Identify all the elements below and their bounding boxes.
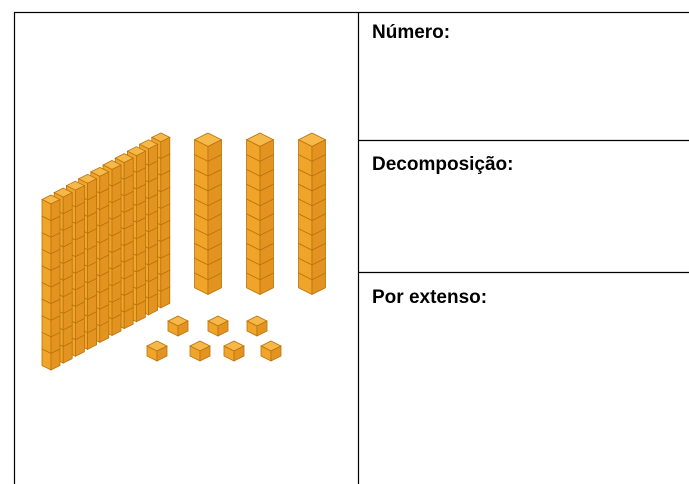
cube-face xyxy=(123,157,134,180)
cube-face xyxy=(217,320,229,337)
cube-face xyxy=(75,185,85,208)
cube-face xyxy=(233,345,245,362)
cube-face xyxy=(156,345,168,362)
cube-face xyxy=(270,345,282,362)
row-label: Número: xyxy=(372,22,451,43)
row-label: Por extenso: xyxy=(372,287,488,308)
table-border xyxy=(13,11,689,484)
cube-face xyxy=(311,139,326,162)
row-label: Decomposição: xyxy=(372,154,514,175)
cube-face xyxy=(259,139,274,162)
cube-face xyxy=(50,198,61,222)
cube-face xyxy=(160,136,171,160)
cube-face xyxy=(99,171,110,194)
cube-face xyxy=(87,178,97,201)
cube-face xyxy=(148,143,159,167)
cube-face xyxy=(62,191,73,215)
cube-face xyxy=(199,345,211,362)
base-ten-blocks xyxy=(41,132,327,371)
cube-face xyxy=(256,320,268,337)
cube-face xyxy=(111,164,122,187)
cube-face xyxy=(135,150,146,173)
cube-face xyxy=(177,320,189,337)
cube-face xyxy=(207,139,222,162)
